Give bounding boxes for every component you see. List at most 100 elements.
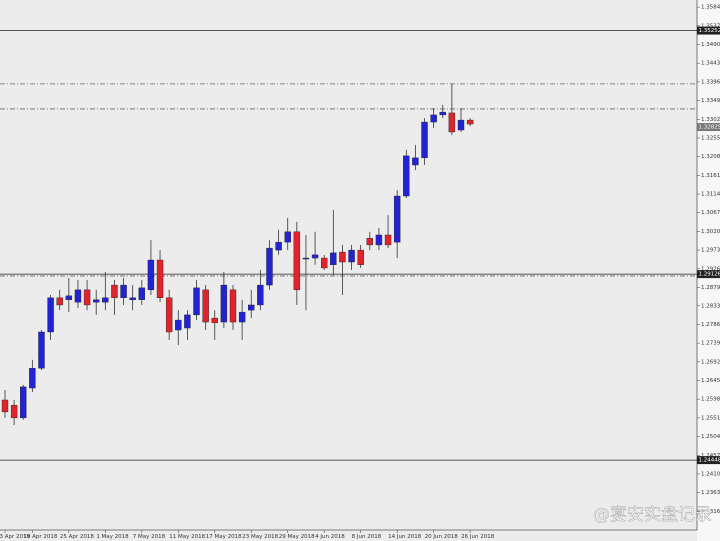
candle-body — [293, 231, 301, 291]
watermark: @宴安实盘记录 — [593, 505, 712, 525]
x-tick-label: 19 Apr 2018 — [23, 534, 58, 540]
x-tick-label: 4 Jun 2018 — [315, 534, 345, 540]
candle-body — [229, 289, 237, 323]
last-price-label: 1.32825 — [699, 125, 720, 131]
y-tick-label: 1.23160 — [701, 509, 720, 515]
candle-body — [220, 284, 228, 323]
x-tick-label: 14 Jun 2018 — [388, 534, 422, 540]
y-tick-label: 1.27390 — [701, 341, 720, 347]
y-tick-label: 1.26450 — [701, 378, 720, 384]
candle-body — [38, 331, 45, 369]
candle-body — [357, 249, 364, 266]
candle-body — [193, 287, 200, 316]
y-tick-label: 1.28790 — [701, 285, 720, 291]
y-tick-label: 1.25510 — [701, 415, 720, 421]
candle-body — [238, 311, 246, 323]
y-tick-label: 1.23630 — [701, 490, 720, 496]
y-tick-label: 1.28330 — [701, 303, 720, 309]
x-tick-label: 7 May 2018 — [133, 534, 166, 540]
x-tick-label: 23 May 2018 — [242, 534, 278, 540]
candle-body — [211, 317, 218, 324]
candle-body — [47, 297, 54, 333]
candle-body — [184, 314, 191, 329]
level-label-box — [697, 26, 720, 35]
candle-body — [393, 195, 401, 243]
y-tick-label: 1.32550 — [701, 135, 720, 141]
candle-body — [1, 399, 9, 413]
x-tick-label: 17 May 2018 — [206, 534, 242, 540]
candle-body — [257, 284, 264, 306]
y-tick-label: 1.30200 — [701, 229, 720, 235]
candle-body — [439, 111, 446, 116]
candle-body — [375, 234, 383, 246]
y-tick-label: 1.26920 — [701, 359, 720, 365]
candle-body — [129, 297, 136, 300]
y-tick-label: 1.32080 — [701, 154, 720, 160]
last-price-box — [697, 123, 720, 132]
y-tick-label: 1.33960 — [701, 79, 720, 85]
y-tick-label: 1.34900 — [701, 42, 720, 48]
y-tick-label: 1.33490 — [701, 98, 720, 104]
level-label: 1.24448 — [699, 458, 720, 464]
y-tick-label: 1.27860 — [701, 322, 720, 328]
y-tick-label: 1.25980 — [701, 397, 720, 403]
candle-body — [284, 231, 291, 243]
candle-body — [175, 319, 182, 331]
candle-body — [448, 112, 456, 133]
y-tick-label: 1.35840 — [701, 5, 720, 11]
candle-body — [202, 289, 209, 323]
candle-body — [248, 304, 255, 311]
candle-body — [339, 251, 346, 263]
candle-body — [92, 299, 100, 303]
x-tick-label: 8 Jun 2018 — [352, 534, 382, 540]
level-label-box — [697, 270, 720, 279]
candle-body — [275, 241, 282, 251]
candle-body — [302, 257, 310, 260]
x-tick-label: 13 Apr 2018 — [0, 534, 31, 540]
y-tick-label: 1.25040 — [701, 434, 720, 440]
candle-body — [384, 234, 392, 246]
candle-body — [156, 259, 164, 299]
level-label-box — [697, 456, 720, 465]
candle-body — [321, 257, 328, 269]
candle-body — [10, 404, 18, 419]
candle-body — [111, 284, 118, 299]
y-tick-label: 1.31140 — [701, 192, 720, 198]
y-tick-label: 1.35370 — [701, 23, 720, 29]
y-tick-label: 1.24100 — [701, 471, 720, 477]
level-label: 1.35252 — [699, 28, 720, 34]
x-tick-label: 11 May 2018 — [169, 534, 205, 540]
candle-body — [266, 247, 273, 286]
x-tick-label: 25 Apr 2018 — [60, 534, 95, 540]
candle-body — [56, 297, 63, 306]
y-tick-label: 1.24570 — [701, 453, 720, 459]
y-tick-label: 1.34430 — [701, 61, 720, 67]
x-tick-label: 20 Jun 2018 — [425, 534, 459, 540]
level-label: 1.29126 — [699, 272, 720, 278]
candle-body — [165, 297, 173, 333]
candle-body — [311, 254, 319, 259]
candle-body — [403, 155, 410, 197]
candle-body — [412, 157, 419, 166]
candle-body — [20, 386, 27, 419]
candle-body — [29, 367, 36, 389]
candle-body — [430, 114, 437, 123]
candle-body — [147, 259, 155, 291]
candle-body — [366, 237, 373, 246]
candle-body — [421, 121, 428, 159]
candle-body — [83, 289, 91, 306]
candle-body — [457, 119, 465, 131]
y-tick-label: 1.31610 — [701, 173, 720, 179]
y-tick-label: 1.29260 — [701, 266, 720, 272]
candle-body — [120, 284, 127, 299]
candle-body — [102, 297, 109, 303]
y-tick-label: 1.33020 — [701, 117, 720, 123]
y-tick-label: 1.30670 — [701, 210, 720, 216]
candle-body — [330, 252, 337, 266]
candle-body — [74, 289, 82, 303]
x-tick-label: 29 May 2018 — [279, 534, 315, 540]
candle-body — [466, 119, 474, 125]
x-tick-label: 26 Jun 2018 — [461, 534, 495, 540]
